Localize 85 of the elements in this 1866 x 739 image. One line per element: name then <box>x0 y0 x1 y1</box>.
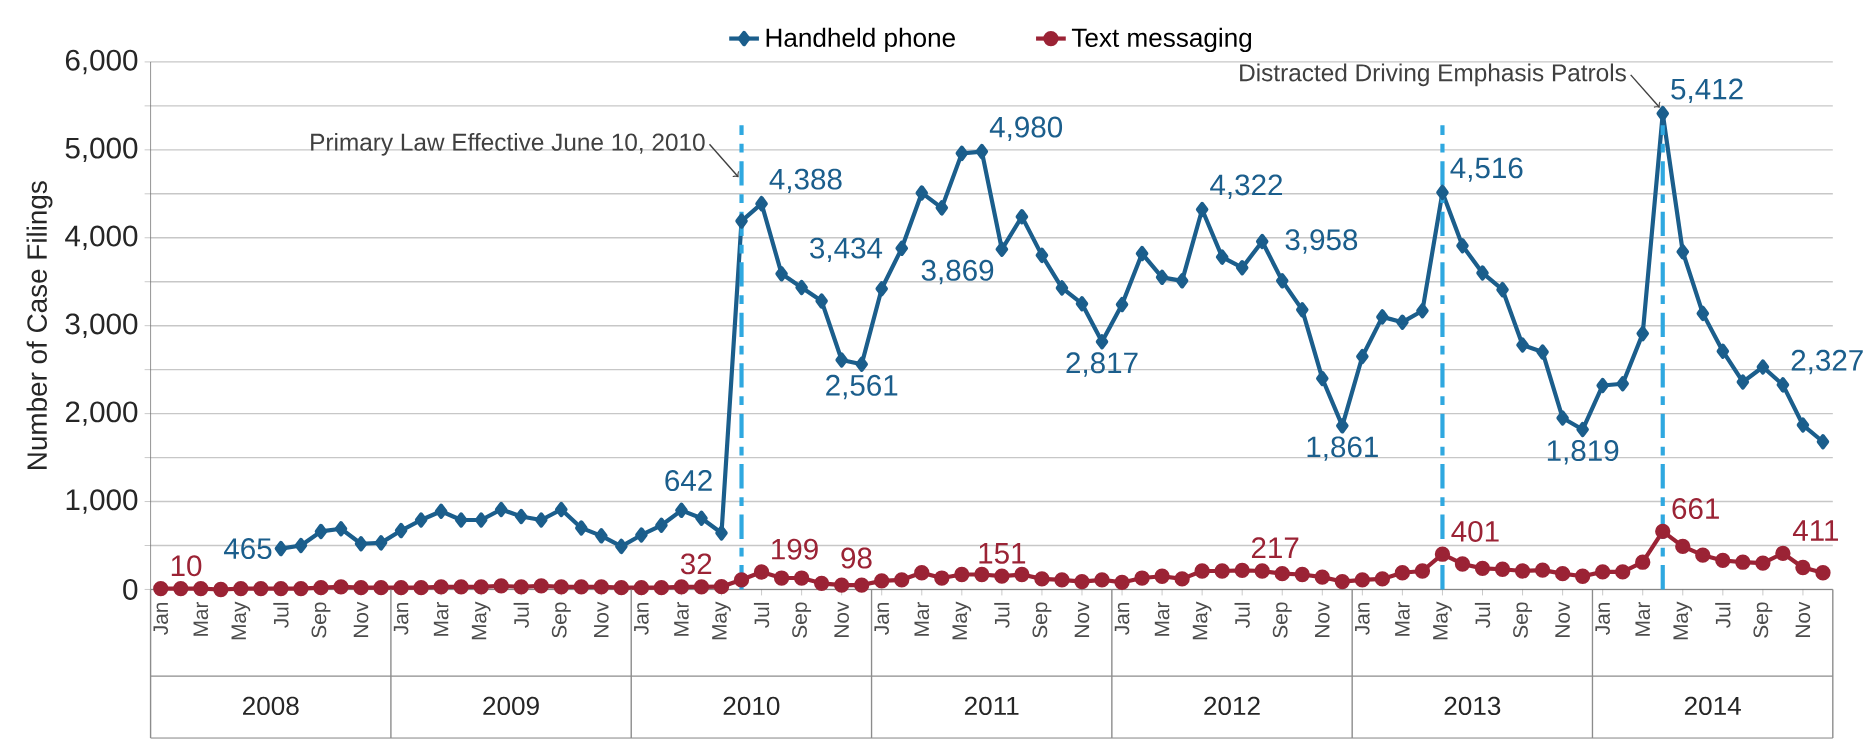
legend-label: Handheld phone <box>766 27 955 53</box>
x-tick-label: Mar <box>433 602 449 636</box>
x-tick-label: Nov <box>1074 601 1090 638</box>
x-tick-label: May <box>952 601 972 640</box>
x-tick-label: Sep <box>1513 602 1533 638</box>
x-tick-label: Nov <box>594 601 609 638</box>
data-label: 465 <box>223 538 272 560</box>
text: 2013 <box>1444 696 1501 716</box>
x-tick-label: May <box>231 601 251 640</box>
x-tick-label: Mar <box>1154 602 1170 636</box>
data-label: 3,434 <box>810 237 883 263</box>
data-label: 3,869 <box>921 259 994 285</box>
x-tick-label: Nov <box>1795 601 1811 638</box>
data-label: 4,516 <box>1450 157 1523 182</box>
legend-label: Text messaging <box>1071 27 1252 53</box>
x-tick-label: Sep <box>1272 602 1292 638</box>
data-label: 4,322 <box>1210 174 1282 200</box>
x-tick-label: Jan <box>874 603 889 636</box>
data-label: 5,412 <box>1671 78 1743 104</box>
x-tick-label: May <box>712 601 731 640</box>
x-tick-label: Jan <box>153 603 169 636</box>
text: 2012 <box>1204 696 1260 716</box>
x-tick-label: Mar <box>193 602 209 636</box>
x-tick-label: Nov <box>1555 601 1570 638</box>
data-label: 1,861 <box>1307 436 1378 461</box>
data-label: 411 <box>1792 520 1838 541</box>
x-tick-label: Jan <box>1595 603 1610 636</box>
data-label: 4,388 <box>769 168 842 194</box>
data-label: 2,561 <box>826 374 898 400</box>
y-tick-label: 6,000 <box>65 49 138 75</box>
data-label: 4,980 <box>989 116 1063 142</box>
annotation: Primary Law Effective June 10, 2010 <box>311 133 705 156</box>
y-tick-label: 0 <box>123 579 138 601</box>
text: 2011 <box>964 696 1019 716</box>
x-tick-label: Jul <box>1715 603 1731 629</box>
x-tick-label: Mar <box>674 602 689 636</box>
y-tick-label: 3,000 <box>65 313 138 339</box>
x-tick-label: Jul <box>273 603 289 629</box>
x-tick-label: May <box>1433 601 1452 640</box>
x-tick-label: Jan <box>393 603 409 636</box>
data-label: 401 <box>1451 521 1499 543</box>
x-tick-label: May <box>471 601 491 640</box>
y-tick-label: 1,000 <box>66 489 138 514</box>
x-tick-label: Jul <box>994 603 1010 629</box>
data-label: 2,817 <box>1066 352 1138 377</box>
data-label: 217 <box>1251 537 1299 559</box>
x-tick-label: May <box>1673 601 1693 640</box>
data-label: 151 <box>979 543 1026 564</box>
y-tick-label: 4,000 <box>65 225 138 251</box>
text: 2009 <box>483 696 539 716</box>
data-label: 10 <box>171 555 202 577</box>
x-tick-label: Jul <box>753 603 770 629</box>
x-tick-label: Jul <box>513 603 529 629</box>
x-tick-label: Jan <box>1114 603 1130 636</box>
x-tick-label: May <box>1192 601 1212 640</box>
y-tick-label: 2,000 <box>65 401 138 426</box>
x-tick-label: Sep <box>1753 602 1773 638</box>
x-tick-label: Jul <box>1234 603 1250 629</box>
x-tick-label: Jan <box>634 603 649 636</box>
x-tick-label: Sep <box>311 602 331 638</box>
x-tick-label: Mar <box>1635 602 1650 636</box>
x-tick-label: Nov <box>1315 601 1330 638</box>
x-tick-label: Nov <box>834 601 849 638</box>
y-tick-label: 5,000 <box>65 137 138 163</box>
text: 2008 <box>243 696 299 716</box>
annotation: Distracted Driving Emphasis Patrols <box>1240 63 1626 87</box>
data-label: 98 <box>841 547 872 569</box>
x-tick-label: Nov <box>353 601 369 638</box>
text: 2014 <box>1684 696 1741 716</box>
data-label: 3,958 <box>1285 229 1358 254</box>
text: 2010 <box>723 696 780 716</box>
data-label: 642 <box>665 470 712 492</box>
data-label: 2,327 <box>1791 349 1863 375</box>
y-axis-title: Number of Case Filings <box>26 181 53 470</box>
data-label: 661 <box>1672 498 1719 520</box>
x-tick-label: Mar <box>914 602 930 636</box>
x-tick-label: Sep <box>1032 602 1052 638</box>
x-tick-label: Sep <box>792 602 812 638</box>
data-label: 1,819 <box>1547 440 1619 465</box>
x-tick-label: Jul <box>1474 603 1491 629</box>
x-tick-label: Jan <box>1355 603 1370 636</box>
data-label: 199 <box>772 538 818 560</box>
x-tick-label: Mar <box>1395 602 1410 636</box>
x-tick-label: Sep <box>551 602 571 638</box>
data-label: 32 <box>680 553 712 575</box>
